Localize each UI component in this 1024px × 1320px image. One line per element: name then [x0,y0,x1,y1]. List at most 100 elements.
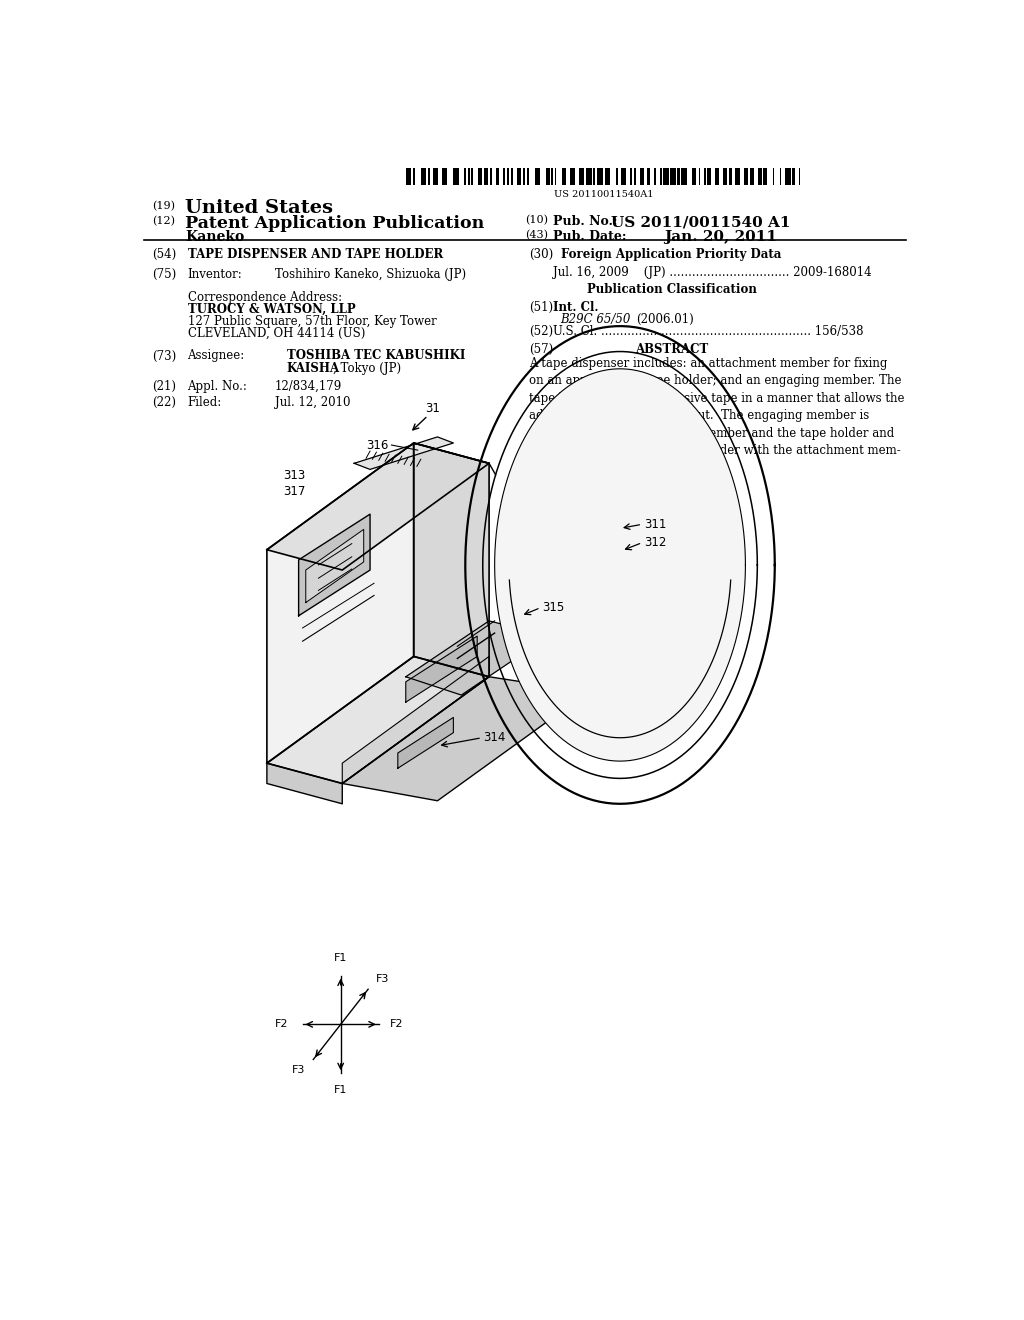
Bar [653,168,656,185]
Bar [728,168,732,185]
Bar [597,168,602,185]
Bar [763,168,767,185]
Polygon shape [354,437,454,470]
Text: KAISHA: KAISHA [287,362,340,375]
Text: Assignee:: Assignee: [187,350,245,363]
Text: Pub. Date:: Pub. Date: [553,230,626,243]
Bar [546,168,550,185]
Text: Appl. No.:: Appl. No.: [187,380,248,393]
Bar [779,168,781,185]
Polygon shape [397,718,454,768]
Bar [708,168,712,185]
Text: Foreign Application Priority Data: Foreign Application Priority Data [561,248,781,261]
Text: Filed:: Filed: [187,396,222,409]
Text: TOSHIBA TEC KABUSHIKI: TOSHIBA TEC KABUSHIKI [287,350,465,363]
Bar [744,168,749,185]
Bar [413,168,415,185]
Text: 316: 316 [366,438,388,451]
Bar [698,168,700,185]
Text: F3: F3 [292,1065,305,1074]
Text: F1: F1 [334,953,347,964]
Bar [453,168,459,185]
Text: Jan. 20, 2011: Jan. 20, 2011 [664,230,776,244]
Bar [406,168,412,185]
Bar [735,168,740,185]
Text: 127 Public Square, 57th Floor, Key Tower: 127 Public Square, 57th Floor, Key Tower [187,315,436,327]
Bar [478,168,482,185]
Bar [468,168,470,185]
Bar [773,168,774,185]
Text: 314: 314 [483,731,506,744]
Text: Jul. 16, 2009    (JP) ................................ 2009-168014: Jul. 16, 2009 (JP) .....................… [553,267,871,279]
Bar [630,168,632,185]
Text: (30): (30) [528,248,553,261]
Polygon shape [414,444,489,677]
Text: ABSTRACT: ABSTRACT [635,343,709,356]
Bar [535,168,541,185]
Text: 315: 315 [543,601,564,614]
Bar [569,168,575,185]
Text: (57): (57) [528,343,553,356]
Bar [640,168,643,185]
Text: (52): (52) [528,325,553,338]
Bar [785,168,791,185]
Text: (22): (22) [152,396,176,409]
Text: 313: 313 [283,469,305,482]
Text: 31: 31 [426,401,440,414]
Text: Int. Cl.: Int. Cl. [553,301,598,314]
Bar [428,168,430,185]
Polygon shape [299,515,370,615]
Polygon shape [342,656,489,784]
Bar [484,168,488,185]
Bar [421,168,426,185]
Text: Patent Application Publication: Patent Application Publication [185,215,484,232]
Polygon shape [306,529,364,602]
Bar [671,168,676,185]
Bar [758,168,762,185]
Bar [605,168,610,185]
Bar [555,168,556,185]
Text: 312: 312 [644,536,667,549]
Bar [750,168,754,185]
Text: F2: F2 [389,1019,403,1030]
Bar [464,168,466,185]
Polygon shape [406,620,549,696]
Text: F2: F2 [275,1019,289,1030]
Text: (43): (43) [524,230,548,240]
Text: (21): (21) [152,380,176,393]
Bar [647,168,650,185]
Bar [593,168,595,185]
Polygon shape [267,763,342,804]
Polygon shape [267,656,489,784]
Bar [793,168,795,185]
Bar [504,168,505,185]
Text: US 2011/0011540 A1: US 2011/0011540 A1 [610,215,790,230]
Text: A tape dispenser includes: an attachment member for fixing
on an apparatus; a ta: A tape dispenser includes: an attachment… [528,356,904,475]
Polygon shape [267,444,489,570]
Text: Kaneko: Kaneko [185,230,245,244]
Text: Inventor:: Inventor: [187,268,243,281]
Bar [799,168,800,185]
Bar [664,168,669,185]
Polygon shape [342,677,588,801]
Bar [681,168,687,185]
Text: (12): (12) [152,216,175,227]
Ellipse shape [495,368,745,762]
Bar [442,168,447,185]
Bar [621,168,627,185]
Text: F3: F3 [376,974,389,985]
Text: 317: 317 [283,486,305,498]
Text: TAPE DISPENSER AND TAPE HOLDER: TAPE DISPENSER AND TAPE HOLDER [187,248,442,261]
Bar [527,168,529,185]
Bar [517,168,521,185]
Text: U.S. Cl. ........................................................ 156/538: U.S. Cl. ...............................… [553,325,863,338]
Bar [579,168,585,185]
Bar [471,168,473,185]
Bar [551,168,553,185]
Bar [561,168,565,185]
Text: (2006.01): (2006.01) [636,313,693,326]
Text: , Tokyo (JP): , Tokyo (JP) [333,362,400,375]
Bar [586,168,592,185]
Bar [660,168,662,185]
Bar [490,168,492,185]
